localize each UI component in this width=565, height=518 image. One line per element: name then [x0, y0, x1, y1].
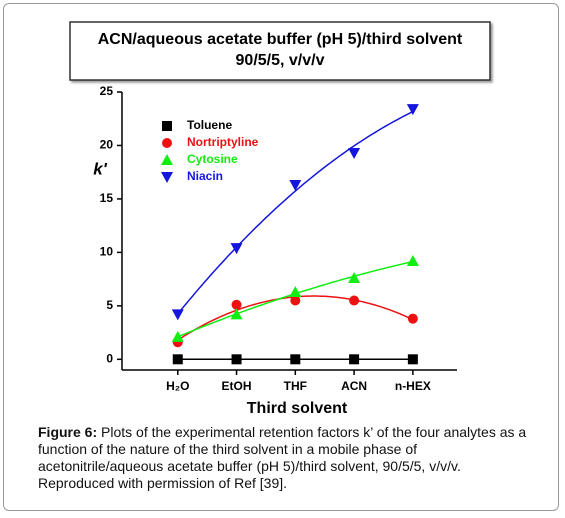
y-tick-label: 0 — [106, 351, 113, 365]
legend-label: Toluene — [187, 118, 232, 132]
marker — [172, 354, 183, 365]
y-tick-label: 15 — [100, 191, 114, 205]
x-tick-label: EtOH — [222, 379, 252, 393]
marker — [349, 295, 360, 306]
marker — [162, 121, 172, 131]
y-tick-label: 25 — [100, 84, 114, 98]
chart: ACN/aqueous acetate buffer (pH 5)/third … — [69, 21, 491, 417]
x-tick-label: ACN — [341, 379, 367, 393]
legend-label: Niacin — [187, 169, 223, 183]
marker — [230, 243, 243, 255]
y-tick-label: 10 — [100, 245, 114, 259]
marker — [349, 354, 360, 365]
legend-label: Cytosine — [187, 152, 238, 166]
caption-text: Plots of the experimental retention fact… — [38, 424, 527, 491]
legend-label: Nortriptyline — [187, 135, 259, 149]
caption-label: Figure 6: — [38, 424, 98, 440]
marker — [161, 172, 173, 183]
marker — [289, 180, 302, 192]
y-tick-label: 20 — [100, 138, 114, 152]
marker — [407, 354, 418, 365]
caption: Figure 6: Plots of the experimental rete… — [38, 424, 538, 492]
marker — [290, 295, 301, 306]
marker — [161, 154, 173, 165]
marker — [290, 354, 301, 365]
x-tick-label: n-HEX — [395, 379, 431, 393]
marker — [406, 104, 419, 116]
y-axis-label: k' — [93, 159, 107, 178]
title-box — [69, 21, 491, 81]
marker — [406, 254, 419, 266]
marker — [231, 354, 242, 365]
chart-title: ACN/aqueous acetate buffer (pH 5)/third … — [98, 31, 463, 48]
chart-title: 90/5/5, v/v/v — [236, 52, 325, 69]
fit-curve — [177, 110, 414, 315]
marker — [171, 309, 184, 321]
y-tick-label: 5 — [106, 298, 113, 312]
x-axis-label: Third solvent — [247, 400, 348, 417]
x-tick-label: THF — [284, 379, 307, 393]
marker — [348, 272, 361, 284]
marker — [231, 299, 242, 310]
marker — [162, 138, 172, 148]
marker — [289, 285, 302, 297]
marker — [348, 147, 361, 159]
marker — [230, 308, 243, 320]
marker — [407, 313, 418, 324]
marker — [171, 330, 184, 342]
x-tick-label: H₂O — [166, 379, 189, 393]
frame — [3, 3, 559, 511]
